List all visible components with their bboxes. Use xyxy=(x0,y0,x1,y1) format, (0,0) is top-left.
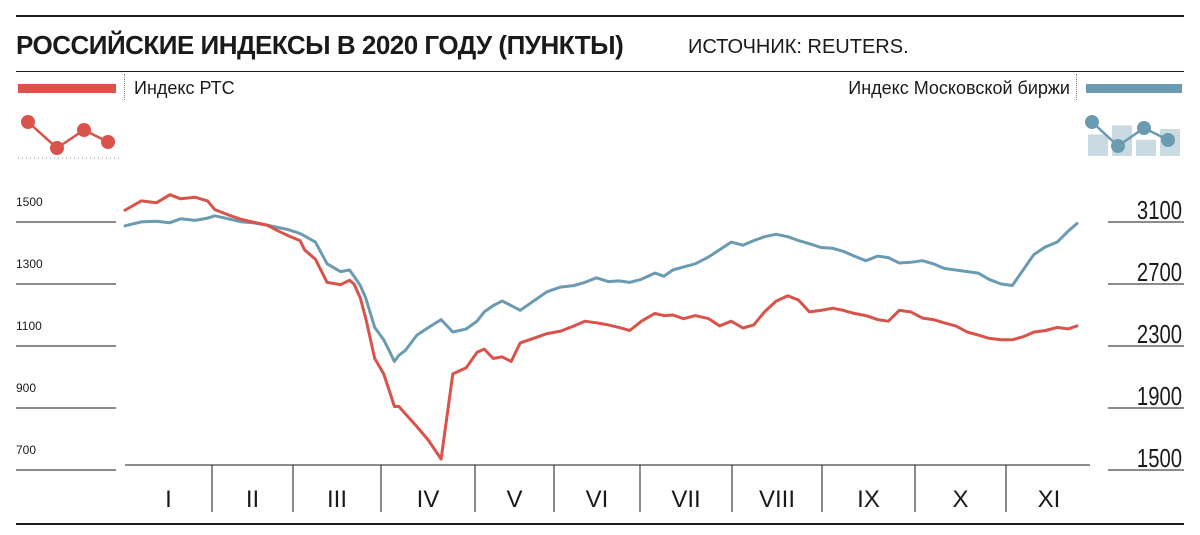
month-label: V xyxy=(506,486,522,513)
icon-dot xyxy=(1111,139,1125,153)
right-axis-tick-label: 2700 xyxy=(1137,258,1182,287)
icon-dot xyxy=(1085,115,1099,129)
left-axis-tick-label: 1100 xyxy=(16,319,42,333)
header-divider xyxy=(16,71,1184,72)
line-chart-icon xyxy=(18,115,120,159)
right-axis-tick-label: 1500 xyxy=(1137,444,1182,473)
month-label: XI xyxy=(1038,486,1061,513)
month-label: VI xyxy=(586,486,609,513)
month-label: VIII xyxy=(759,486,795,513)
legend-separator xyxy=(1076,74,1077,100)
icon-dot xyxy=(1161,133,1175,147)
month-label: IX xyxy=(857,486,880,513)
month-label: II xyxy=(246,486,259,513)
icon-dot xyxy=(77,123,91,137)
left-axis-tick-label: 700 xyxy=(16,443,36,457)
month-label: I xyxy=(165,486,172,513)
chart-title: РОССИЙСКИЕ ИНДЕКСЫ В 2020 ГОДУ (ПУНКТЫ) xyxy=(16,30,624,60)
source-label: ИСТОЧНИК: REUTERS. xyxy=(688,36,909,58)
right-axis-tick-label: 2300 xyxy=(1137,320,1182,349)
month-label: III xyxy=(327,486,347,513)
icon-line xyxy=(1091,121,1169,148)
month-label: IV xyxy=(417,486,440,513)
bar-line-chart-icon xyxy=(1085,115,1180,156)
legend-label-rts: Индекс РТС xyxy=(134,78,235,98)
icon-dot xyxy=(1137,121,1151,135)
icon-dot xyxy=(101,135,115,149)
right-axis-tick-label: 1900 xyxy=(1137,382,1182,411)
icon-line xyxy=(27,121,109,150)
series-line-moex xyxy=(123,214,1079,363)
series-line-rts xyxy=(123,193,1079,461)
right-axis-tick-label: 3100 xyxy=(1137,196,1182,225)
legend-separator xyxy=(124,74,125,100)
icon-dot xyxy=(50,141,64,155)
month-label: X xyxy=(952,486,968,513)
month-label: VII xyxy=(671,486,700,513)
left-axis-tick-label: 900 xyxy=(16,381,36,395)
icon-dot xyxy=(21,115,35,129)
icon-bar xyxy=(1136,139,1156,156)
legend-label-moex: Индекс Московской биржи xyxy=(848,78,1070,98)
top-rule xyxy=(16,15,1184,17)
legend-swatch-rts xyxy=(18,84,116,93)
legend-swatch-moex xyxy=(1086,84,1182,93)
bottom-rule xyxy=(16,523,1184,525)
icon-bar xyxy=(1088,134,1108,156)
left-axis-tick-label: 1300 xyxy=(16,257,43,271)
left-axis-tick-label: 1500 xyxy=(16,195,43,209)
